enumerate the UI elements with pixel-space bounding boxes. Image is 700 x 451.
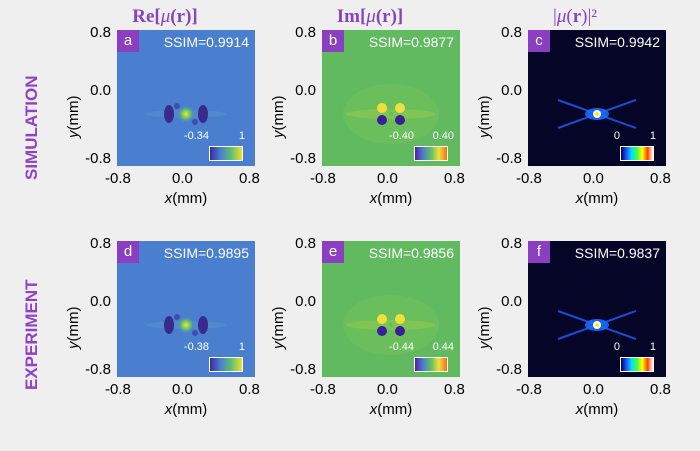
y-tick-label: 0.8 bbox=[501, 235, 522, 252]
panel-letter: c bbox=[528, 30, 550, 52]
y-tick-label: -0.8 bbox=[496, 150, 522, 167]
y-tick-label: 0.8 bbox=[90, 24, 111, 41]
x-tick-label: 0.0 bbox=[172, 381, 193, 398]
x-tick-label: 0.8 bbox=[239, 170, 260, 187]
y-tick-label: -0.8 bbox=[496, 361, 522, 378]
row-label-experiment: EXPERIMENT bbox=[22, 279, 41, 390]
field-image bbox=[146, 314, 226, 336]
panel-letter: b bbox=[322, 30, 344, 52]
colorbar bbox=[620, 357, 654, 372]
y-tick-label: -0.8 bbox=[85, 150, 111, 167]
column-title-abs: |μ(r)|² bbox=[553, 6, 597, 27]
panel-c: c SSIM=0.9942 0 1 bbox=[528, 30, 666, 166]
panel-f: f SSIM=0.9837 0 1 bbox=[528, 241, 666, 377]
colorbar-min-label: 0 bbox=[613, 341, 620, 353]
row-label-simulation: SIMULATION bbox=[22, 75, 41, 180]
y-tick-label: 0.0 bbox=[295, 293, 316, 310]
colorbar-max-label: 0.44 bbox=[432, 341, 454, 353]
x-tick-label: -0.8 bbox=[310, 381, 336, 398]
x-tick-label: -0.8 bbox=[516, 381, 542, 398]
column-title-imag: Im[μ(r)] bbox=[336, 6, 404, 27]
y-tick-label: 0.0 bbox=[501, 82, 522, 99]
x-tick-label: 0.0 bbox=[583, 170, 604, 187]
y-tick-label: -0.8 bbox=[85, 361, 111, 378]
colorbar-min-label: -0.34 bbox=[183, 130, 209, 142]
field-image bbox=[557, 99, 637, 129]
x-tick-label: -0.8 bbox=[516, 170, 542, 187]
panel-e: e SSIM=0.9856 -0.44 0.44 bbox=[322, 241, 460, 377]
colorbar-max-label: 0.40 bbox=[432, 130, 454, 142]
y-tick-label: 0.8 bbox=[501, 24, 522, 41]
colorbar-max-label: 1 bbox=[238, 130, 245, 142]
x-axis-label: x(mm) bbox=[369, 190, 413, 207]
x-tick-label: 0.0 bbox=[377, 381, 398, 398]
ssim-label: SSIM=0.9837 bbox=[574, 245, 660, 261]
colorbar bbox=[414, 146, 448, 161]
colorbar bbox=[209, 357, 243, 372]
x-tick-label: 0.8 bbox=[650, 381, 671, 398]
ssim-label: SSIM=0.9895 bbox=[163, 245, 249, 261]
panel-letter: e bbox=[322, 241, 344, 263]
colorbar bbox=[620, 146, 654, 161]
panel-letter: d bbox=[117, 241, 139, 263]
panel-a: a SSIM=0.9914 -0.34 1 bbox=[117, 30, 255, 166]
x-tick-label: 0.0 bbox=[583, 381, 604, 398]
colorbar-max-label: 1 bbox=[238, 341, 245, 353]
colorbar-max-label: 1 bbox=[649, 341, 656, 353]
field-image bbox=[343, 295, 439, 355]
colorbar-max-label: 1 bbox=[649, 130, 656, 142]
x-axis-label: x(mm) bbox=[575, 190, 619, 207]
y-axis-label: y(mm) bbox=[65, 306, 82, 349]
x-tick-label: -0.8 bbox=[105, 381, 131, 398]
y-tick-label: 0.8 bbox=[295, 24, 316, 41]
x-tick-label: -0.8 bbox=[105, 170, 131, 187]
x-tick-label: 0.8 bbox=[444, 170, 465, 187]
y-tick-label: 0.8 bbox=[90, 235, 111, 252]
field-image bbox=[146, 103, 226, 125]
y-axis-label: y(mm) bbox=[65, 95, 82, 138]
colorbar-min-label: -0.40 bbox=[388, 130, 414, 142]
colorbar-min-label: -0.44 bbox=[388, 341, 414, 353]
y-axis-label: y(mm) bbox=[270, 95, 287, 138]
field-image bbox=[343, 84, 439, 144]
y-tick-label: 0.0 bbox=[90, 293, 111, 310]
x-tick-label: 0.0 bbox=[377, 170, 398, 187]
y-tick-label: -0.8 bbox=[290, 361, 316, 378]
y-axis-label: y(mm) bbox=[270, 306, 287, 349]
x-tick-label: 0.8 bbox=[650, 170, 671, 187]
panel-b: b SSIM=0.9877 -0.40 0.40 bbox=[322, 30, 460, 166]
y-tick-label: 0.0 bbox=[90, 82, 111, 99]
x-axis-label: x(mm) bbox=[164, 190, 208, 207]
x-tick-label: 0.0 bbox=[172, 170, 193, 187]
field-image bbox=[557, 310, 637, 340]
panel-d: d SSIM=0.9895 -0.38 1 bbox=[117, 241, 255, 377]
x-tick-label: 0.8 bbox=[444, 381, 465, 398]
x-axis-label: x(mm) bbox=[369, 401, 413, 418]
ssim-label: SSIM=0.9877 bbox=[368, 34, 454, 50]
ssim-label: SSIM=0.9914 bbox=[163, 34, 249, 50]
x-tick-label: -0.8 bbox=[310, 170, 336, 187]
ssim-label: SSIM=0.9856 bbox=[368, 245, 454, 261]
y-axis-label: y(mm) bbox=[476, 306, 493, 349]
column-title-real: Re[μ(r)] bbox=[132, 6, 198, 27]
colorbar-min-label: 0 bbox=[613, 130, 620, 142]
colorbar-min-label: -0.38 bbox=[183, 341, 209, 353]
colorbar bbox=[414, 357, 448, 372]
y-tick-label: -0.8 bbox=[290, 150, 316, 167]
y-axis-label: y(mm) bbox=[476, 95, 493, 138]
colorbar bbox=[209, 146, 243, 161]
panel-letter: f bbox=[528, 241, 550, 263]
y-tick-label: 0.8 bbox=[295, 235, 316, 252]
ssim-label: SSIM=0.9942 bbox=[574, 34, 660, 50]
x-axis-label: x(mm) bbox=[164, 401, 208, 418]
y-tick-label: 0.0 bbox=[295, 82, 316, 99]
panel-letter: a bbox=[117, 30, 139, 52]
y-tick-label: 0.0 bbox=[501, 293, 522, 310]
x-axis-label: x(mm) bbox=[575, 401, 619, 418]
x-tick-label: 0.8 bbox=[239, 381, 260, 398]
